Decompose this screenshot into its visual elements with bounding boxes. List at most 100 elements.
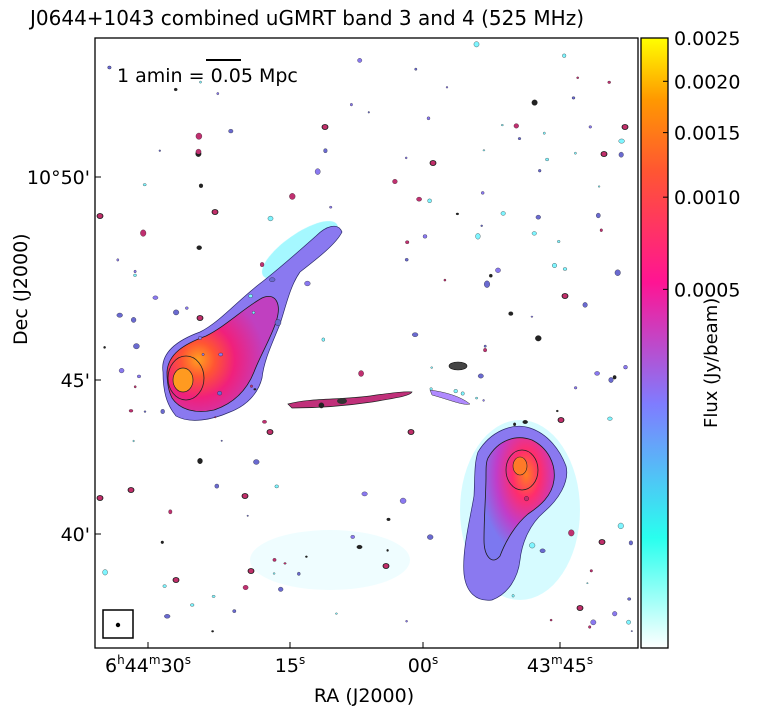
compact-source bbox=[269, 277, 276, 282]
compact-pair bbox=[448, 361, 468, 371]
compact-source bbox=[356, 544, 363, 550]
compact-source bbox=[253, 459, 260, 465]
compact-source bbox=[628, 540, 633, 546]
compact-source bbox=[133, 273, 137, 277]
compact-source bbox=[164, 614, 171, 619]
compact-source bbox=[480, 224, 483, 227]
compact-source bbox=[305, 555, 308, 558]
y-tick-label: 10°50' bbox=[27, 167, 90, 189]
compact-source bbox=[531, 231, 537, 236]
compact-source bbox=[443, 278, 447, 282]
compact-source bbox=[607, 80, 611, 84]
compact-source bbox=[128, 409, 134, 413]
compact-source bbox=[475, 396, 478, 400]
compact-source bbox=[600, 151, 608, 157]
compact-source bbox=[538, 169, 542, 173]
compact-source bbox=[427, 534, 434, 540]
compact-source bbox=[283, 562, 287, 565]
compact-source bbox=[513, 422, 517, 427]
compact-source bbox=[543, 131, 546, 135]
colorbar-tick-label: 0.0025 bbox=[674, 28, 740, 50]
compact-source bbox=[460, 391, 465, 396]
beam-ellipse bbox=[115, 622, 121, 628]
compact-source bbox=[160, 540, 164, 544]
compact-source bbox=[218, 352, 223, 357]
colorbar-label: Flux (Jy/beam) bbox=[701, 297, 722, 428]
compact-source bbox=[217, 391, 222, 396]
compact-source bbox=[627, 597, 632, 601]
compact-source bbox=[278, 586, 284, 592]
compact-source bbox=[626, 619, 631, 625]
compact-source bbox=[549, 618, 553, 622]
compact-source bbox=[453, 389, 458, 394]
compact-source bbox=[228, 129, 234, 134]
compact-source bbox=[608, 377, 614, 383]
compact-source bbox=[535, 214, 541, 220]
compact-source bbox=[617, 522, 624, 529]
compact-source bbox=[422, 234, 428, 239]
east-core bbox=[512, 456, 528, 476]
compact-source bbox=[160, 409, 165, 414]
compact-source bbox=[614, 269, 621, 276]
compact-source bbox=[483, 344, 487, 348]
compact-source bbox=[557, 417, 565, 423]
compact-source bbox=[140, 229, 147, 237]
compact-source bbox=[199, 80, 202, 84]
compact-source bbox=[561, 293, 569, 299]
compact-source bbox=[482, 149, 486, 152]
scale-bar-label: 1 amin = 0.05 Mpc bbox=[117, 65, 298, 87]
compact-source bbox=[321, 337, 325, 342]
compact-source bbox=[232, 609, 237, 613]
compact-source bbox=[562, 53, 567, 58]
compact-source bbox=[576, 605, 584, 611]
compact-source bbox=[630, 630, 633, 632]
compact-sources bbox=[96, 41, 633, 633]
compact-source bbox=[314, 168, 321, 175]
compact-source bbox=[386, 549, 389, 552]
compact-source bbox=[576, 76, 579, 79]
compact-source bbox=[274, 319, 282, 326]
compact-source bbox=[429, 387, 433, 391]
x-tick-label: 43m45s bbox=[527, 653, 593, 677]
compact-source bbox=[513, 123, 519, 129]
compact-source bbox=[484, 280, 490, 288]
colorbar-tick-label: 0.0010 bbox=[674, 187, 740, 209]
compact-source bbox=[477, 373, 484, 379]
compact-source bbox=[350, 103, 353, 107]
compact-source bbox=[133, 385, 137, 389]
compact-source bbox=[590, 619, 597, 626]
compact-source bbox=[131, 317, 137, 323]
compact-source bbox=[250, 384, 253, 388]
compact-source bbox=[511, 594, 515, 598]
compact-source bbox=[96, 495, 104, 501]
compact-source bbox=[297, 571, 301, 576]
compact-source bbox=[127, 487, 135, 493]
compact-source bbox=[529, 542, 536, 549]
compact-source bbox=[594, 371, 600, 376]
compact-source bbox=[242, 585, 249, 590]
compact-source bbox=[481, 191, 485, 195]
compact-source bbox=[173, 309, 180, 316]
compact-source bbox=[262, 420, 267, 424]
compact-source bbox=[143, 410, 147, 413]
compact-source bbox=[535, 335, 542, 342]
compact-source bbox=[361, 491, 368, 497]
compact-source bbox=[612, 611, 618, 617]
colorbar-tick-label: 0.0020 bbox=[674, 71, 740, 93]
compact-source bbox=[522, 420, 528, 424]
compact-source bbox=[142, 183, 147, 187]
compact-source bbox=[211, 630, 214, 633]
compact-source bbox=[137, 374, 141, 379]
compact-source bbox=[195, 148, 202, 155]
compact-source bbox=[201, 353, 205, 356]
compact-source bbox=[430, 366, 433, 369]
compact-source bbox=[214, 483, 219, 489]
compact-source bbox=[429, 160, 437, 166]
compact-source bbox=[598, 185, 601, 188]
compact-source bbox=[530, 315, 534, 318]
compact-source bbox=[198, 183, 204, 188]
compact-source bbox=[426, 116, 431, 121]
compact-source bbox=[357, 58, 363, 63]
